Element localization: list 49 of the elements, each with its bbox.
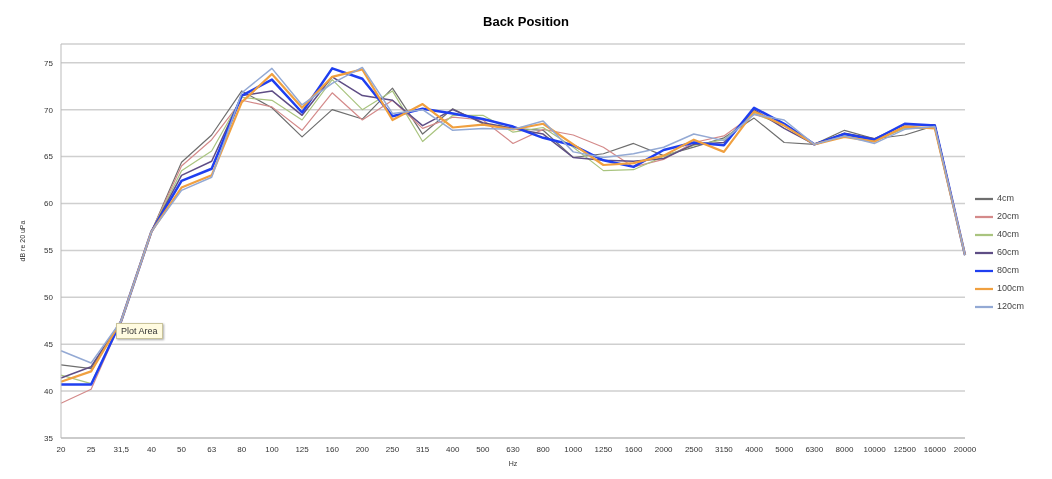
x-tick-label: 16000 [923, 444, 947, 454]
x-tick-label: 6300 [805, 444, 824, 454]
y-tick-label: 50 [44, 293, 54, 303]
x-tick-label: 50 [177, 444, 187, 454]
y-tick-label: 55 [44, 246, 54, 256]
legend-label: 20cm [996, 210, 1019, 221]
x-tick-label: 80 [237, 444, 247, 454]
x-tick-label: 12500 [893, 444, 917, 454]
y-tick-label: 70 [44, 105, 54, 115]
x-tick-label: 1000 [564, 444, 583, 454]
x-tick-label: 500 [476, 444, 491, 454]
x-tick-label: 20000 [953, 444, 977, 454]
x-tick-label: 1250 [594, 444, 613, 454]
x-tick-label: 250 [385, 444, 400, 454]
x-tick-label: 25 [86, 444, 97, 454]
x-tick-label: 3150 [715, 444, 734, 454]
x-tick-label: 20 [56, 444, 66, 454]
chart-title: Back Position [482, 13, 570, 31]
x-tick-label: 1600 [624, 444, 643, 454]
y-tick-label: 45 [44, 340, 54, 350]
legend-label: 4cm [996, 192, 1014, 203]
legend-label: 100cm [996, 282, 1024, 293]
legend-label: 120cm [996, 300, 1024, 311]
x-tick-label: 2000 [654, 444, 674, 454]
x-tick-label: 8000 [835, 444, 854, 454]
y-tick-label: 60 [44, 199, 54, 209]
legend-label: 80cm [996, 264, 1019, 275]
x-tick-label: 100 [265, 444, 280, 454]
x-tick-label: 400 [446, 444, 460, 454]
x-tick-label: 40 [146, 444, 157, 454]
legend-label: 40cm [996, 228, 1019, 239]
x-tick-label: 200 [355, 444, 370, 454]
x-tick-label: 800 [536, 444, 551, 454]
x-tick-label: 10000 [863, 444, 887, 454]
x-tick-label: 315 [415, 444, 430, 454]
x-tick-label: 160 [325, 444, 340, 454]
y-tick-label: 65 [44, 152, 54, 162]
y-tick-label: 75 [44, 58, 54, 68]
x-tick-label: 630 [506, 444, 521, 454]
x-tick-label: 4000 [745, 444, 764, 454]
x-tick-label: 2500 [684, 444, 704, 454]
x-tick-label: 5000 [775, 444, 794, 454]
tooltip-box: Plot Area [116, 323, 163, 339]
x-tick-label: 63 [207, 444, 217, 454]
y-tick-label: 35 [44, 433, 54, 443]
x-tick-label: 125 [295, 444, 310, 454]
y-tick-label: 40 [44, 386, 54, 396]
x-tick-label: 31,5 [113, 444, 130, 454]
legend-label: 60cm [996, 246, 1019, 257]
